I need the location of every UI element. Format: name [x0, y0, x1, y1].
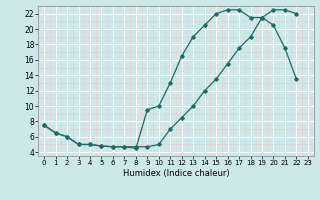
X-axis label: Humidex (Indice chaleur): Humidex (Indice chaleur) — [123, 169, 229, 178]
